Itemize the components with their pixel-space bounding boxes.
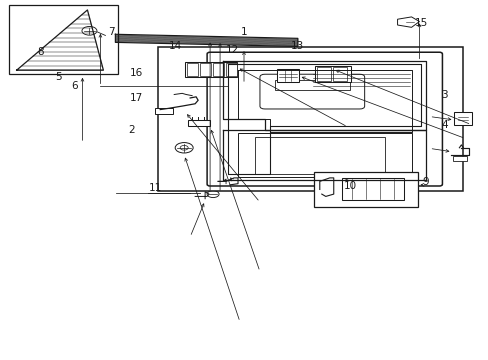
Text: 10: 10 xyxy=(344,181,357,191)
Bar xyxy=(313,172,417,207)
Bar xyxy=(314,66,350,82)
Bar xyxy=(453,112,471,125)
Bar xyxy=(274,80,349,90)
Text: 8: 8 xyxy=(37,48,44,57)
Bar xyxy=(185,62,237,77)
Text: 4: 4 xyxy=(440,120,447,130)
Bar xyxy=(238,133,411,177)
Text: 2: 2 xyxy=(128,125,134,135)
Bar xyxy=(316,67,330,81)
Text: 3: 3 xyxy=(440,90,447,99)
Bar xyxy=(187,63,198,76)
Text: 7: 7 xyxy=(108,27,115,37)
Text: 6: 6 xyxy=(71,81,78,91)
Text: 14: 14 xyxy=(168,41,182,51)
Text: 15: 15 xyxy=(413,18,427,28)
Bar xyxy=(9,5,118,74)
Bar xyxy=(188,120,210,126)
Text: 9: 9 xyxy=(422,177,428,187)
Text: 16: 16 xyxy=(129,68,142,78)
Bar xyxy=(155,108,173,114)
Text: 13: 13 xyxy=(290,41,303,51)
FancyBboxPatch shape xyxy=(260,74,364,109)
Text: 11: 11 xyxy=(149,183,162,193)
Bar xyxy=(276,69,298,82)
Text: 1: 1 xyxy=(241,27,247,37)
Bar xyxy=(200,63,211,76)
Text: 17: 17 xyxy=(129,93,142,103)
Bar xyxy=(213,63,224,76)
Bar xyxy=(332,67,346,81)
Text: 12: 12 xyxy=(225,45,239,55)
Bar xyxy=(225,63,237,76)
Text: 5: 5 xyxy=(55,72,61,82)
Bar xyxy=(158,47,463,191)
Bar xyxy=(254,138,384,174)
Bar xyxy=(341,178,403,200)
Bar xyxy=(452,156,467,161)
FancyBboxPatch shape xyxy=(207,52,442,186)
